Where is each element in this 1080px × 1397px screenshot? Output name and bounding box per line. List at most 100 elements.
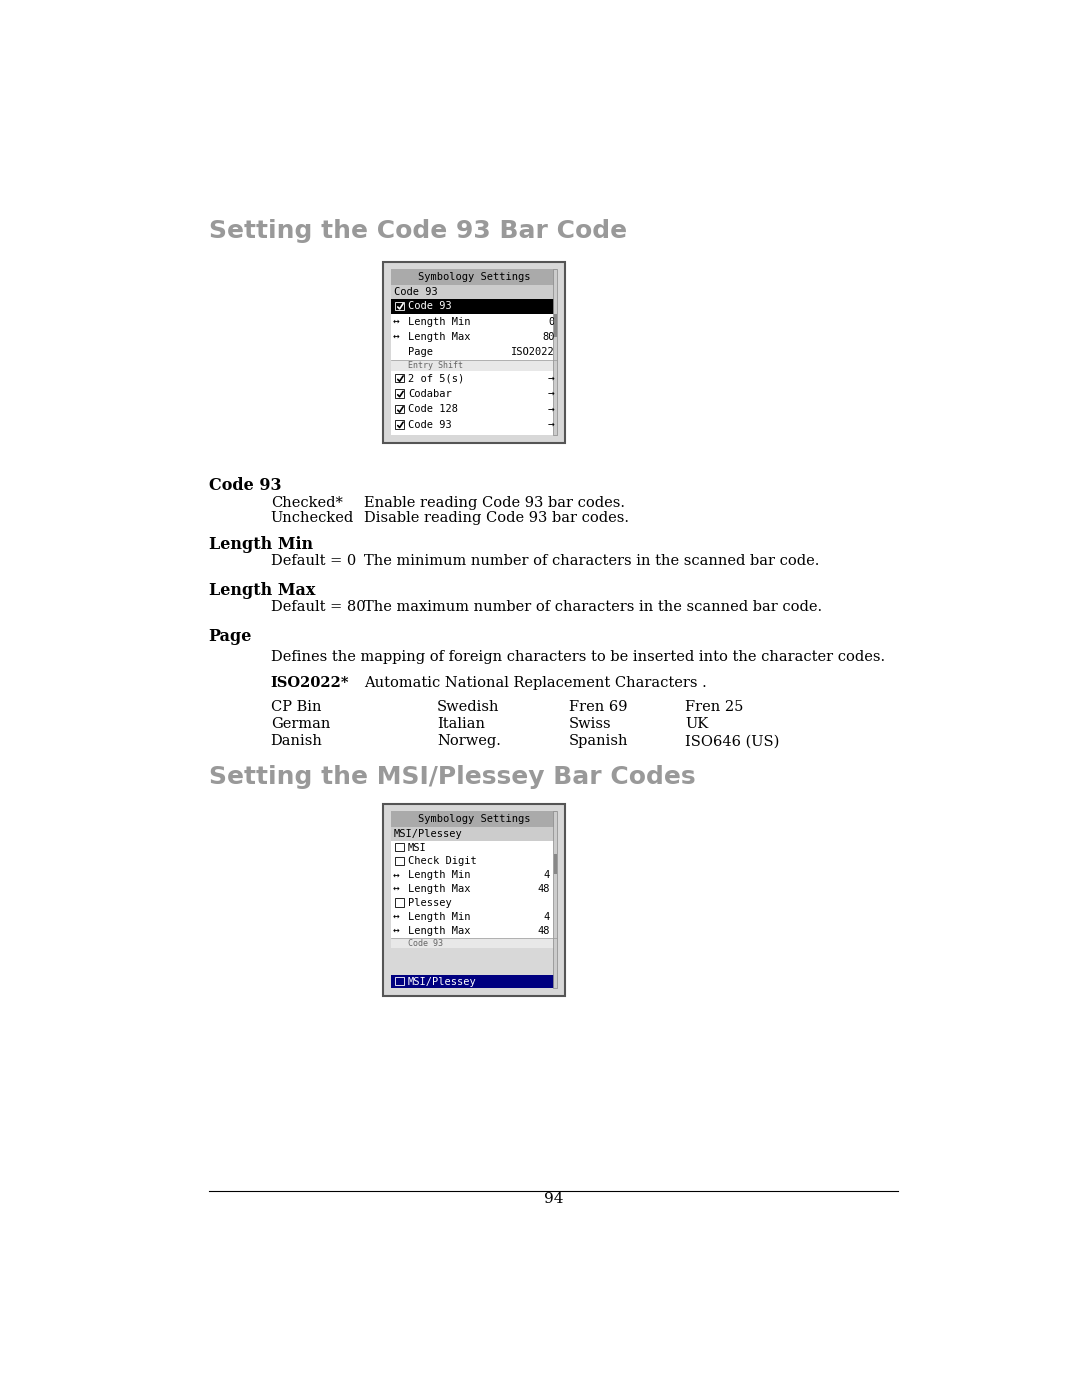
Bar bbox=[395, 420, 404, 429]
Text: Spanish: Spanish bbox=[569, 735, 629, 749]
Text: 48: 48 bbox=[537, 884, 550, 894]
Bar bbox=[391, 882, 557, 895]
Bar bbox=[391, 895, 557, 909]
Text: Defines the mapping of foreign characters to be inserted into the character code: Defines the mapping of foreign character… bbox=[271, 650, 885, 664]
Text: ISO2022*: ISO2022* bbox=[271, 676, 349, 690]
Bar bbox=[391, 299, 557, 314]
Text: Symbology Settings: Symbology Settings bbox=[418, 272, 530, 282]
Text: The maximum number of characters in the scanned bar code.: The maximum number of characters in the … bbox=[364, 601, 822, 615]
Text: Default = 80: Default = 80 bbox=[271, 601, 365, 615]
Text: Checked*: Checked* bbox=[271, 496, 342, 510]
Text: UK: UK bbox=[685, 718, 708, 732]
Text: Page: Page bbox=[408, 348, 433, 358]
Text: Codabar: Codabar bbox=[408, 388, 451, 400]
Text: Setting the Code 93 Bar Code: Setting the Code 93 Bar Code bbox=[208, 219, 626, 243]
Text: ↔: ↔ bbox=[393, 926, 400, 936]
Text: Enable reading Code 93 bar codes.: Enable reading Code 93 bar codes. bbox=[364, 496, 624, 510]
Text: Danish: Danish bbox=[271, 735, 323, 749]
Bar bbox=[395, 977, 404, 985]
Text: Code 128: Code 128 bbox=[408, 404, 458, 415]
Text: Length Min: Length Min bbox=[408, 870, 470, 880]
Text: Code 93: Code 93 bbox=[408, 420, 451, 430]
Bar bbox=[395, 842, 404, 851]
Bar bbox=[391, 285, 557, 299]
Text: ↔: ↔ bbox=[393, 870, 400, 880]
Bar bbox=[391, 360, 557, 372]
Text: →: → bbox=[548, 373, 554, 384]
Text: CP Bin: CP Bin bbox=[271, 700, 321, 714]
Text: Length Max: Length Max bbox=[208, 583, 315, 599]
Bar bbox=[391, 909, 557, 923]
Text: 0: 0 bbox=[549, 317, 555, 327]
Text: MSI/Plessey: MSI/Plessey bbox=[408, 977, 476, 986]
Bar bbox=[554, 314, 556, 337]
Bar bbox=[391, 937, 557, 949]
Text: Setting the MSI/Plessey Bar Codes: Setting the MSI/Plessey Bar Codes bbox=[208, 766, 696, 789]
Text: Fren 69: Fren 69 bbox=[569, 700, 627, 714]
Text: Swedish: Swedish bbox=[437, 700, 500, 714]
Text: Italian: Italian bbox=[437, 718, 485, 732]
Text: Plessey: Plessey bbox=[408, 898, 451, 908]
Text: Code 93: Code 93 bbox=[408, 939, 443, 947]
Bar bbox=[553, 812, 557, 989]
Text: Check Digit: Check Digit bbox=[408, 856, 476, 866]
Text: Norweg.: Norweg. bbox=[437, 735, 501, 749]
Text: Page: Page bbox=[208, 629, 252, 645]
Bar bbox=[554, 855, 556, 873]
Bar bbox=[391, 330, 557, 345]
Bar bbox=[391, 923, 557, 937]
Text: ISO646 (US): ISO646 (US) bbox=[685, 735, 780, 749]
Text: →: → bbox=[548, 420, 554, 430]
Text: 48: 48 bbox=[537, 926, 550, 936]
Text: Disable reading Code 93 bar codes.: Disable reading Code 93 bar codes. bbox=[364, 511, 629, 525]
Text: Length Min: Length Min bbox=[408, 317, 470, 327]
Bar bbox=[395, 390, 404, 398]
Text: ↔: ↔ bbox=[393, 332, 400, 342]
Text: →: → bbox=[548, 388, 554, 400]
Text: Code 93: Code 93 bbox=[208, 478, 281, 495]
Bar bbox=[391, 372, 557, 387]
Text: Unchecked: Unchecked bbox=[271, 511, 354, 525]
Bar bbox=[391, 827, 557, 841]
Bar bbox=[391, 345, 557, 360]
Bar bbox=[391, 869, 557, 882]
Bar bbox=[391, 270, 557, 434]
Text: Swiss: Swiss bbox=[569, 718, 611, 732]
Text: ↔: ↔ bbox=[393, 317, 400, 327]
Bar bbox=[395, 374, 404, 383]
Text: 94: 94 bbox=[543, 1193, 564, 1207]
Bar bbox=[395, 302, 404, 310]
Text: 80: 80 bbox=[542, 332, 555, 342]
Text: Length Min: Length Min bbox=[408, 912, 470, 922]
Text: Code 93: Code 93 bbox=[408, 302, 451, 312]
Bar bbox=[553, 270, 557, 434]
Text: Length Max: Length Max bbox=[408, 884, 470, 894]
Bar bbox=[391, 812, 557, 827]
Text: Code 93: Code 93 bbox=[394, 286, 437, 296]
Bar bbox=[391, 314, 557, 330]
Text: →: → bbox=[548, 404, 554, 415]
Text: Entry Shift: Entry Shift bbox=[408, 360, 463, 370]
Bar bbox=[391, 270, 557, 285]
Bar bbox=[391, 855, 557, 869]
Bar bbox=[391, 418, 557, 433]
Text: Length Max: Length Max bbox=[408, 926, 470, 936]
Text: German: German bbox=[271, 718, 330, 732]
Bar bbox=[391, 387, 557, 402]
Bar bbox=[395, 898, 404, 907]
Bar bbox=[383, 803, 565, 996]
Bar bbox=[383, 261, 565, 443]
Text: ↔: ↔ bbox=[393, 912, 400, 922]
Text: 4: 4 bbox=[543, 870, 550, 880]
Text: Length Min: Length Min bbox=[208, 535, 313, 553]
Text: 2 of 5(s): 2 of 5(s) bbox=[408, 373, 464, 384]
Text: ISO2022: ISO2022 bbox=[511, 348, 555, 358]
Text: MSI/Plessey: MSI/Plessey bbox=[394, 828, 462, 838]
Text: ↔: ↔ bbox=[393, 884, 400, 894]
Text: The minimum number of characters in the scanned bar code.: The minimum number of characters in the … bbox=[364, 555, 819, 569]
Text: Automatic National Replacement Characters .: Automatic National Replacement Character… bbox=[364, 676, 706, 690]
Text: Default = 0: Default = 0 bbox=[271, 555, 356, 569]
Bar bbox=[395, 405, 404, 414]
Bar bbox=[391, 975, 557, 989]
Text: 4: 4 bbox=[543, 912, 550, 922]
